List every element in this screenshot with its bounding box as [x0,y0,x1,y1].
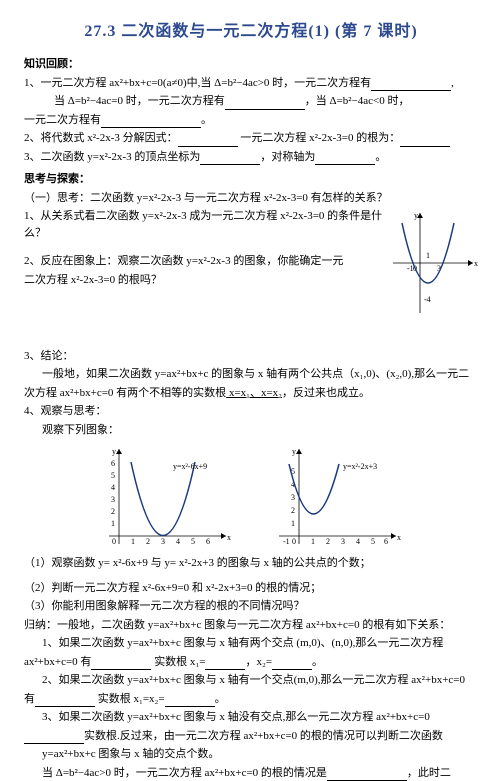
q3: 3、结论： [24,348,478,365]
blank [327,769,407,781]
c1: 一般地，如果二次函数 y=ax²+bx+c 的图象与 x 轴有两个公共点（x₁,… [42,366,478,383]
para-1b: 当 Δ=b²−4ac=0 时，一元二次方程有 ，当 Δ=b²−4ac<0 时， [54,93,478,110]
graph-2-label: y=x²-6x+9 [173,462,207,471]
svg-text:2: 2 [146,537,150,546]
s2a: 2、如果二次函数 y=ax²+bx+c 图象与 x 轴有一个交点(m,0),那么… [42,672,478,689]
sum0: 归纳：一般地，二次函数 y=ax²+bx+c 图象与一元二次方程 ax²+bx+… [24,617,478,634]
svg-text:3: 3 [161,537,165,546]
graph-row: xy0 123 456 123 456 y=x²-6x+9 xy0 -112 3… [24,444,478,549]
svg-text:5: 5 [371,537,375,546]
s3c: y=ax²+bx+c 图象与 x 轴的交点个数。 [42,746,478,763]
svg-text:4: 4 [176,537,180,546]
blank [205,658,245,670]
s1-fill: ax²+bx+c=0 有 实数根 x₁=，x₂=。 [24,654,478,671]
f-line: 当 Δ=b²−4ac>0 时，一元二次方程 ax²+bx+c=0 的根的情况是 ，… [42,765,478,781]
text: ax²+bx+c=0 有 [24,656,91,668]
text: 实数根.反过来，由一元二次方程 ax²+bx+c=0 的根的情况可以判断二次函数 [84,730,443,742]
heading-review: 知识回顾： [24,56,478,73]
svg-text:y: y [414,211,418,220]
text-underline: x=x₁、x=x₂ [226,387,282,399]
svg-text:1: 1 [426,251,430,260]
svg-text:x: x [227,533,231,542]
para-1: 1、一元二次方程 ax²+bx+c=0(a≠0)中,当 Δ=b²−4ac>0 时… [24,75,478,92]
para-1c: 一元二次方程有。 [24,112,478,129]
svg-text:-1: -1 [283,537,290,546]
text: 当 Δ=b²−4ac>0 时，一元二次方程 ax²+bx+c=0 的根的情况是 [42,767,327,779]
svg-text:2: 2 [326,537,330,546]
s1a: 1、如果二次函数 y=ax²+bx+c 图象与 x 轴有两个交点 (m,0)、(… [42,635,478,652]
e3: （3）你能利用图象解释一元二次方程的根的不同情况吗？ [24,598,478,615]
svg-text:y: y [292,447,296,456]
blank [178,135,238,147]
svg-text:5: 5 [111,471,115,480]
text: ，当 Δ=b²−4ac<0 时， [305,95,410,107]
svg-text:-1: -1 [407,264,414,273]
q4: 4、观察与思考： [24,403,478,420]
svg-text:3: 3 [341,537,345,546]
heading-think: 思考与探索： [24,171,478,188]
blank [91,658,151,670]
svg-text:y: y [112,447,116,456]
svg-text:0: 0 [112,537,116,546]
q4sub: 观察下列图象： [42,422,478,439]
svg-text:1: 1 [311,537,315,546]
text: 2、将代数式 x²-2x-3 分解因式： [24,132,178,144]
svg-text:6: 6 [384,537,388,546]
e1: （1）观察函数 y= x²-6x+9 与 y= x²-2x+3 的图象与 x 轴… [24,555,478,572]
graph-1: xy0 -13 1-4 [388,208,478,318]
s3a: 3、如果二次函数 y=ax²+bx+c 图象与 x 轴没有交点,那么一元二次方程… [42,709,478,726]
text: 一元二次方程 x²-2x-3=0 的根为： [240,132,400,144]
text: ，此时二 [407,767,451,779]
svg-text:1: 1 [111,519,115,528]
para-3: 3、二次函数 y=x²-2x-3 的顶点坐标为，对称轴为。 [24,149,478,166]
text: 当 Δ=b²−4ac=0 时，一元二次方程有 [54,95,225,107]
para-2: 2、将代数式 x²-2x-3 分解因式： 一元二次方程 x²-2x-3=0 的根… [24,130,478,147]
c2: 次方程 ax²+bx+c=0 有两个不相等的实数根 x=x₁、x=x₂，反过来也… [24,385,478,402]
svg-text:-4: -4 [424,295,431,304]
graph-3-label: y=x²-2x+3 [343,462,377,471]
svg-text:x: x [397,533,401,542]
text: 实数根 x₁=x₂= [98,693,165,705]
e2: （2）判断一元二次方程 x²-6x+9=0 和 x²-2x+3=0 的根的情况； [24,580,478,597]
blank [272,658,312,670]
svg-text:6: 6 [111,459,115,468]
text: 有 [24,693,35,705]
svg-text:6: 6 [206,537,210,546]
svg-text:1: 1 [291,519,295,528]
blank [400,135,450,147]
blank [315,153,375,165]
blank [24,732,84,744]
graph-3: xy0 -112 3456 123 45 y=x²-2x+3 [271,444,401,549]
svg-text:4: 4 [356,537,360,546]
think-1: （一）思考：二次函数 y=x²-2x-3 与一元二次方程 x²-2x-3=0 有… [24,190,478,207]
graph-1-container: xy0 -13 1-4 [388,208,478,324]
blank [101,116,201,128]
svg-text:5: 5 [191,537,195,546]
svg-text:3: 3 [111,495,115,504]
s2-fill: 有 实数根 x₁=x₂=。 [24,691,478,708]
svg-text:0: 0 [292,537,296,546]
svg-text:x: x [474,259,478,268]
text: 次方程 ax²+bx+c=0 有两个不相等的实数根 [24,387,226,399]
text: 3、二次函数 y=x²-2x-3 的顶点坐标为 [24,151,200,163]
svg-text:1: 1 [131,537,135,546]
graph-2: x y 0 1 2 3 4 5 6 1 2 3 4 5 6 y=x²-6x+9 [101,444,231,549]
text: ，x₂= [245,656,272,668]
svg-text:2: 2 [291,506,295,515]
svg-text:3: 3 [291,493,295,502]
s3b-line: 实数根.反过来，由一元二次方程 ax²+bx+c=0 的根的情况可以判断二次函数 [24,728,478,745]
text: 一元二次方程有 [24,114,101,126]
doc-title: 27.3 二次函数与一元二次方程(1) (第 7 课时) [24,20,478,44]
svg-text:2: 2 [111,507,115,516]
blank [225,98,305,110]
text: ，对称轴为 [260,151,315,163]
text: ，反过来也成立。 [282,387,370,399]
text: 1、一元二次方程 ax²+bx+c=0(a≠0)中,当 Δ=b²−4ac>0 时… [24,77,371,89]
blank [35,695,95,707]
blank [371,79,451,91]
text: 实数根 x₁= [154,656,205,668]
blank [200,153,260,165]
blank [165,695,215,707]
svg-text:4: 4 [111,483,115,492]
